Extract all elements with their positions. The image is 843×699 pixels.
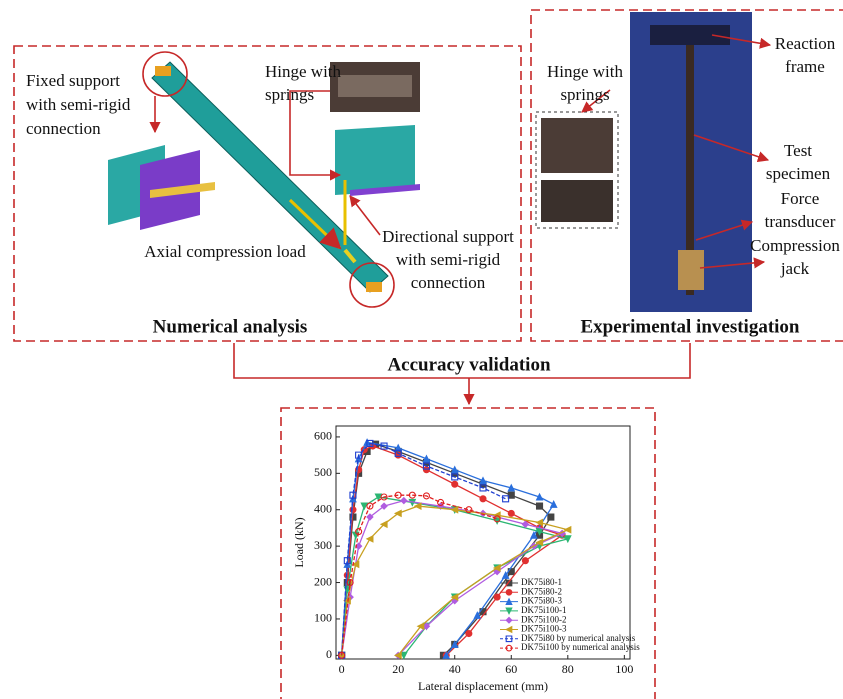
y-tick-label: 600 [314,429,332,443]
marker [452,481,458,487]
label: frame [785,57,825,76]
section-title: Experimental investigation [580,316,799,337]
legend-marker [506,599,512,605]
section-title: Numerical analysis [153,316,308,337]
y-tick-label: 500 [314,465,332,479]
plot-frame [336,426,630,659]
legend-marker [506,617,512,623]
label: with semi-rigid [396,250,501,269]
label: specimen [766,164,831,183]
marker [522,558,528,564]
x-tick-label: 60 [505,662,517,676]
marker [480,478,486,484]
legend-marker [506,608,512,614]
marker [423,456,429,462]
marker [565,527,571,533]
y-tick-label: 0 [326,647,332,661]
marker [423,467,429,473]
section-title: Accuracy validation [387,354,551,375]
label: Axial compression load [144,242,306,261]
marker [361,503,367,509]
marker [494,594,500,600]
label: Reaction [775,34,836,53]
marker [503,496,509,502]
marker [537,503,543,509]
marker [367,536,373,542]
y-tick-label: 400 [314,501,332,515]
page: 0 100 200 300 400 500 600 0 20 40 60 80 100 Lateral d… [0,0,843,699]
test-photos [536,12,770,312]
x-tick-label: 0 [339,662,345,676]
marker [415,503,421,509]
x-tick-label: 20 [392,662,404,676]
marker [565,536,571,542]
label: transducer [765,212,836,231]
y-tick-label: 300 [314,538,332,552]
marker [537,494,543,500]
label: connection [26,119,101,138]
marker [551,501,557,507]
series-line [342,444,551,655]
label: jack [780,259,810,278]
y-axis-title: Load (kN) [292,517,306,567]
label: Test [784,141,812,160]
marker [350,507,356,513]
marker [466,631,472,637]
marker [508,510,514,516]
label: Force [781,189,820,208]
label: connection [411,273,486,292]
label: Fixed support [26,71,120,90]
label: springs [265,85,314,104]
y-tick-label: 200 [314,574,332,588]
label: Hinge with [265,62,342,81]
x-axis-title: Lateral displacement (mm) [418,679,548,693]
fe-model [108,52,420,307]
label: with semi-rigid [26,95,131,114]
label: Directional support [382,227,514,246]
legend-marker [506,627,512,633]
x-tick-label: 100 [615,662,633,676]
marker [508,485,514,491]
label: Compression [750,236,840,255]
marker [395,652,401,658]
marker [401,498,407,504]
marker [508,492,514,498]
x-tick-label: 40 [449,662,461,676]
legend-marker [506,590,512,596]
marker [537,519,543,525]
label: springs [560,85,609,104]
marker [452,467,458,473]
marker [480,496,486,502]
series-line [342,495,497,655]
y-tick-label: 100 [314,611,332,625]
legend-label: DK75i100 by numerical analysis [521,642,640,652]
x-tick-label: 80 [562,662,574,676]
marker [548,514,554,520]
label: Hinge with [547,62,624,81]
